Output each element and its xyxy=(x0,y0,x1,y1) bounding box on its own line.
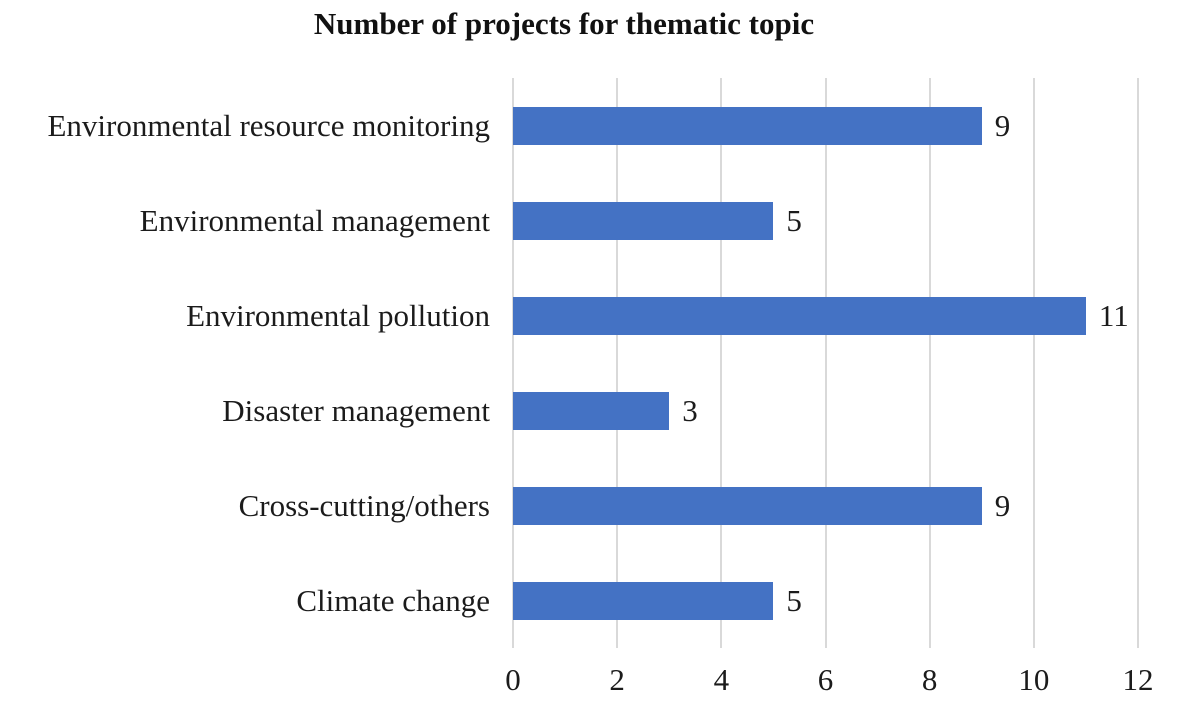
category-row: Climate change xyxy=(0,553,490,648)
category-row: Cross-cutting/others xyxy=(0,458,490,553)
bar-value-label: 9 xyxy=(994,488,1011,523)
x-tick-label: 6 xyxy=(817,662,834,697)
bar xyxy=(513,391,670,430)
bar xyxy=(513,486,982,525)
x-tick-label: 0 xyxy=(505,662,521,697)
x-axis: 0 2 4 6 8 10 12 xyxy=(505,662,1153,707)
category-label: Environmental pollution xyxy=(186,297,490,333)
chart-title: Number of projects for thematic topic xyxy=(313,6,815,41)
category-row: Disaster management xyxy=(0,363,490,458)
bar xyxy=(513,106,982,145)
gridline xyxy=(1032,78,1035,648)
bar-row: 5 xyxy=(513,173,1138,268)
gridline xyxy=(824,78,827,648)
x-tick-label: 10 xyxy=(1018,662,1050,697)
category-label: Disaster management xyxy=(222,392,490,428)
bar xyxy=(513,581,774,620)
bar-value-label: 5 xyxy=(786,583,802,618)
x-tick-label: 2 xyxy=(609,662,625,697)
bar-value-label: 9 xyxy=(994,108,1011,143)
bar-row: 11 xyxy=(513,268,1138,363)
x-tick-label: 8 xyxy=(921,662,938,697)
category-axis: Environmental resource monitoring Environ… xyxy=(0,78,491,648)
gridline xyxy=(720,78,723,648)
category-label: Cross-cutting/others xyxy=(238,487,490,523)
category-row: Environmental resource monitoring xyxy=(0,78,491,173)
category-label: Environmental management xyxy=(139,202,490,238)
category-label: Environmental resource monitoring xyxy=(47,107,491,143)
gridline xyxy=(512,78,514,648)
bar-value-label: 11 xyxy=(1098,298,1129,333)
bar-value-label: 3 xyxy=(682,393,698,428)
category-row: Environmental management xyxy=(0,173,490,268)
bar-value-label: 5 xyxy=(786,203,802,238)
bar-row: 3 xyxy=(513,363,1138,458)
bar-row: 9 xyxy=(513,458,1138,553)
x-tick-label: 4 xyxy=(713,662,730,697)
category-row: Environmental pollution xyxy=(0,268,490,363)
bar-row: 5 xyxy=(513,553,1138,648)
gridline xyxy=(1137,78,1139,648)
bar xyxy=(513,201,774,240)
plot-area: 9 5 11 3 9 5 xyxy=(512,78,1139,648)
x-tick-label: 12 xyxy=(1122,662,1154,697)
category-label: Climate change xyxy=(296,582,490,618)
bar-row: 9 xyxy=(513,78,1138,173)
bar xyxy=(513,296,1086,335)
gridline xyxy=(928,78,931,648)
gridline xyxy=(616,78,619,648)
